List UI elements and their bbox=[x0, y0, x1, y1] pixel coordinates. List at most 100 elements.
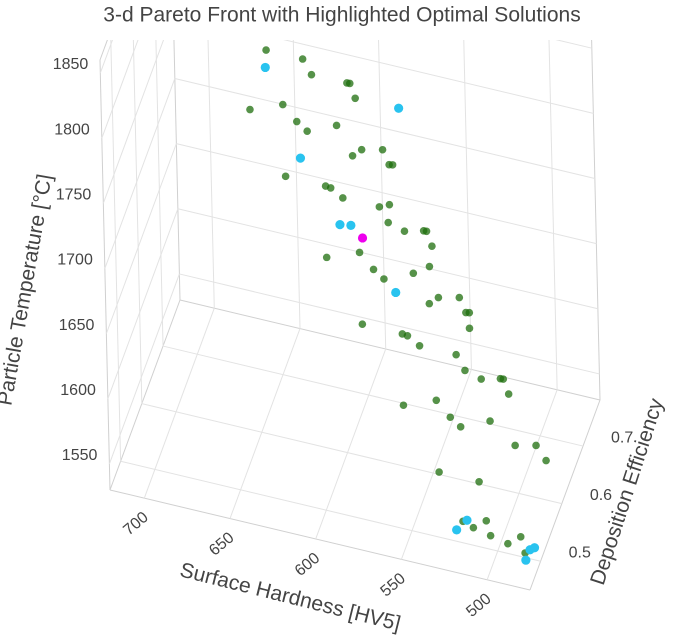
pareto-point bbox=[465, 324, 474, 333]
x-axis-title: Surface Hardness [HV5] bbox=[178, 559, 403, 636]
pareto-point bbox=[425, 262, 434, 271]
pareto-point bbox=[428, 242, 436, 250]
grid-line bbox=[107, 208, 179, 399]
x-tick-label: 550 bbox=[378, 570, 409, 600]
pareto-point bbox=[246, 105, 254, 114]
grid-line bbox=[283, 40, 594, 114]
grid-line bbox=[400, 369, 472, 560]
pareto-point bbox=[461, 366, 469, 375]
chart-title: 3-d Pareto Front with Highlighted Optima… bbox=[103, 4, 580, 27]
pareto-point bbox=[462, 308, 470, 317]
grid-line bbox=[486, 389, 558, 580]
pareto-point bbox=[434, 293, 443, 302]
highlight-point bbox=[391, 287, 401, 298]
pareto-point bbox=[303, 127, 311, 135]
grid-line bbox=[141, 403, 562, 505]
grid-line bbox=[102, 40, 165, 204]
pareto-point bbox=[504, 390, 513, 398]
pareto-point bbox=[378, 145, 387, 154]
x-tick-label: 500 bbox=[463, 590, 494, 620]
z-axis-title: Particle Temperature [°C] bbox=[0, 172, 57, 407]
grid-line bbox=[176, 143, 597, 245]
grid-line bbox=[120, 460, 541, 562]
pareto-point bbox=[339, 194, 347, 202]
highlight-point bbox=[260, 62, 270, 73]
pareto-point bbox=[511, 441, 519, 450]
highlight-point bbox=[521, 555, 531, 565]
pareto-point bbox=[262, 46, 270, 54]
y-tick-label: 0.7 bbox=[611, 429, 633, 446]
grid-line bbox=[292, 40, 301, 329]
pareto-point bbox=[357, 145, 366, 154]
pareto-point bbox=[380, 275, 388, 283]
highlight-point bbox=[335, 220, 345, 230]
pareto-point bbox=[399, 401, 408, 410]
pareto-point bbox=[532, 441, 540, 450]
pareto-point bbox=[326, 184, 335, 192]
pareto-point bbox=[432, 396, 441, 405]
pareto-point bbox=[477, 375, 486, 383]
grid-line bbox=[378, 40, 387, 349]
x-tick-label: 700 bbox=[120, 509, 151, 539]
pareto-point bbox=[486, 531, 495, 540]
grid-line bbox=[110, 40, 122, 462]
pareto-point bbox=[345, 79, 354, 88]
grid-line bbox=[315, 348, 387, 540]
pareto-point bbox=[400, 227, 409, 235]
grid-line bbox=[229, 328, 301, 519]
highlight-point bbox=[394, 103, 404, 113]
x-tick-label: 600 bbox=[292, 550, 323, 580]
highlight-point bbox=[346, 220, 356, 230]
box-edge bbox=[99, 59, 111, 491]
highlight-point bbox=[295, 153, 306, 163]
grid-line bbox=[104, 78, 176, 269]
pareto-point bbox=[385, 200, 394, 209]
grid-line bbox=[179, 273, 600, 375]
pareto-point bbox=[409, 269, 418, 278]
box-edge bbox=[173, 40, 181, 301]
z-tick-label: 1600 bbox=[60, 382, 96, 399]
grid-line bbox=[132, 40, 143, 404]
pareto-point bbox=[499, 375, 508, 383]
pareto-point bbox=[278, 100, 287, 109]
y-tick-label: 0.5 bbox=[569, 544, 591, 561]
highlight-point bbox=[357, 233, 368, 243]
grid-line bbox=[101, 40, 139, 139]
pareto-point bbox=[504, 539, 512, 548]
z-tick-label: 1800 bbox=[54, 121, 90, 138]
grid-line bbox=[207, 40, 215, 309]
highlight-point bbox=[452, 525, 462, 535]
pareto-point bbox=[415, 341, 424, 350]
pareto-point bbox=[358, 320, 367, 328]
pareto-point bbox=[322, 253, 331, 262]
grid-line bbox=[155, 40, 164, 347]
pareto-point bbox=[384, 218, 393, 227]
grid-line bbox=[162, 345, 584, 447]
z-tick-label: 1700 bbox=[57, 252, 93, 269]
pareto-point bbox=[542, 456, 550, 465]
z-tick-label: 1850 bbox=[53, 56, 89, 73]
pareto-point bbox=[425, 299, 434, 308]
pareto-point bbox=[482, 517, 491, 525]
pareto-point bbox=[475, 477, 483, 486]
pareto-point bbox=[435, 468, 443, 476]
grid-line bbox=[177, 208, 598, 310]
highlight-point bbox=[462, 515, 472, 525]
grid-line bbox=[174, 77, 595, 179]
box-edge bbox=[109, 299, 181, 491]
pareto-point bbox=[375, 203, 384, 211]
z-tick-label: 1650 bbox=[59, 317, 95, 334]
pareto-point bbox=[456, 423, 465, 431]
pareto-point bbox=[403, 331, 412, 340]
box-edge bbox=[109, 489, 531, 591]
pareto-point bbox=[486, 417, 494, 425]
grid-line bbox=[108, 273, 180, 465]
pareto-point bbox=[516, 533, 525, 541]
grid bbox=[99, 40, 601, 591]
pareto-point bbox=[369, 265, 378, 274]
box-edge bbox=[179, 299, 601, 401]
pareto-point bbox=[292, 117, 301, 126]
pareto-point bbox=[298, 55, 307, 63]
box-edge bbox=[529, 399, 601, 591]
